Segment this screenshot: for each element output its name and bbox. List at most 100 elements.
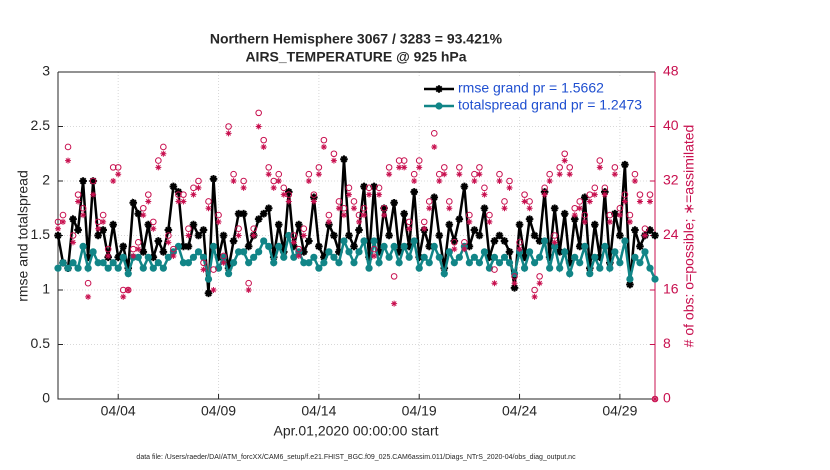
point	[209, 242, 218, 250]
point	[475, 259, 484, 267]
obs-possible	[69, 232, 77, 239]
obs-possible	[180, 191, 187, 198]
obs-possible	[185, 225, 192, 232]
obs-assimilated	[185, 232, 192, 239]
point	[234, 209, 243, 218]
obs-possible	[405, 218, 413, 226]
point	[430, 242, 438, 250]
point	[545, 253, 554, 262]
point	[651, 231, 659, 240]
obs-possible	[596, 157, 604, 164]
obs-possible	[536, 273, 543, 280]
obs-possible	[636, 191, 644, 198]
obs-possible	[420, 218, 428, 226]
obs-assimilated	[561, 157, 568, 164]
obs-possible	[496, 170, 503, 178]
obs-assimilated	[506, 184, 513, 191]
legend-marker	[435, 102, 443, 110]
obs-assimilated	[340, 212, 347, 219]
obs-assimilated	[100, 218, 107, 225]
point	[285, 231, 293, 240]
obs-assimilated	[386, 171, 393, 178]
point	[345, 231, 353, 240]
obs-possible	[511, 273, 518, 280]
obs-possible	[581, 211, 589, 219]
point	[440, 270, 448, 278]
obs-assimilated	[95, 225, 102, 232]
obs-assimilated	[120, 293, 127, 300]
point	[571, 253, 579, 261]
point	[480, 248, 489, 256]
obs-assimilated	[160, 150, 167, 157]
point	[224, 264, 233, 272]
obs-possible	[74, 191, 82, 198]
obs-possible	[415, 157, 423, 164]
obs-assimilated	[295, 252, 302, 259]
y2-tick-label: 16	[663, 281, 679, 297]
point	[470, 253, 478, 261]
point	[194, 231, 203, 240]
legend-marker	[435, 85, 443, 93]
obs-possible	[275, 170, 283, 178]
point	[365, 264, 373, 272]
point	[109, 220, 117, 229]
y2-tick-label: 0	[663, 390, 671, 406]
point	[154, 259, 162, 267]
point	[174, 242, 183, 250]
point	[330, 231, 338, 240]
obs-possible	[160, 143, 167, 151]
point	[606, 264, 614, 272]
point	[490, 253, 499, 261]
point	[89, 177, 97, 185]
point	[636, 242, 644, 251]
point	[340, 237, 348, 245]
point	[550, 204, 559, 213]
point	[229, 237, 238, 245]
obs-assimilated	[80, 212, 87, 219]
point	[320, 253, 328, 262]
y-tick-label: 0.5	[31, 335, 51, 351]
obs-assimilated	[426, 205, 433, 212]
point	[184, 242, 193, 251]
y-tick-label: 1.5	[31, 226, 51, 242]
point	[380, 242, 388, 250]
point	[300, 259, 308, 267]
obs-possible	[220, 252, 227, 260]
point	[500, 237, 509, 245]
point	[425, 259, 433, 267]
point	[204, 289, 213, 298]
point	[570, 215, 579, 223]
obs-assimilated	[476, 171, 483, 178]
point	[114, 264, 122, 272]
obs-assimilated	[586, 198, 593, 205]
point	[79, 177, 87, 185]
obs-possible	[210, 266, 217, 273]
obs-possible	[170, 245, 177, 253]
point	[129, 199, 138, 207]
obs-assimilated	[466, 218, 473, 225]
obs-possible	[84, 279, 92, 287]
obs-possible	[260, 136, 267, 144]
obs-assimilated	[335, 205, 342, 212]
point	[590, 220, 599, 229]
point	[144, 220, 153, 229]
obs-assimilated	[225, 130, 232, 137]
point	[400, 242, 408, 250]
obs-assimilated	[641, 232, 648, 239]
point	[350, 259, 358, 267]
obs-assimilated	[330, 157, 337, 164]
obs-assimilated	[406, 225, 413, 232]
point	[470, 226, 479, 234]
point	[335, 248, 343, 256]
obs-possible	[165, 232, 172, 239]
obs-possible	[641, 225, 649, 232]
point	[89, 248, 97, 256]
point	[385, 231, 393, 240]
obs-assimilated	[411, 178, 418, 184]
point	[184, 259, 193, 267]
y-tick-label: 3	[42, 63, 50, 79]
point	[295, 220, 303, 229]
point	[240, 248, 248, 256]
obs-assimilated	[581, 218, 588, 225]
